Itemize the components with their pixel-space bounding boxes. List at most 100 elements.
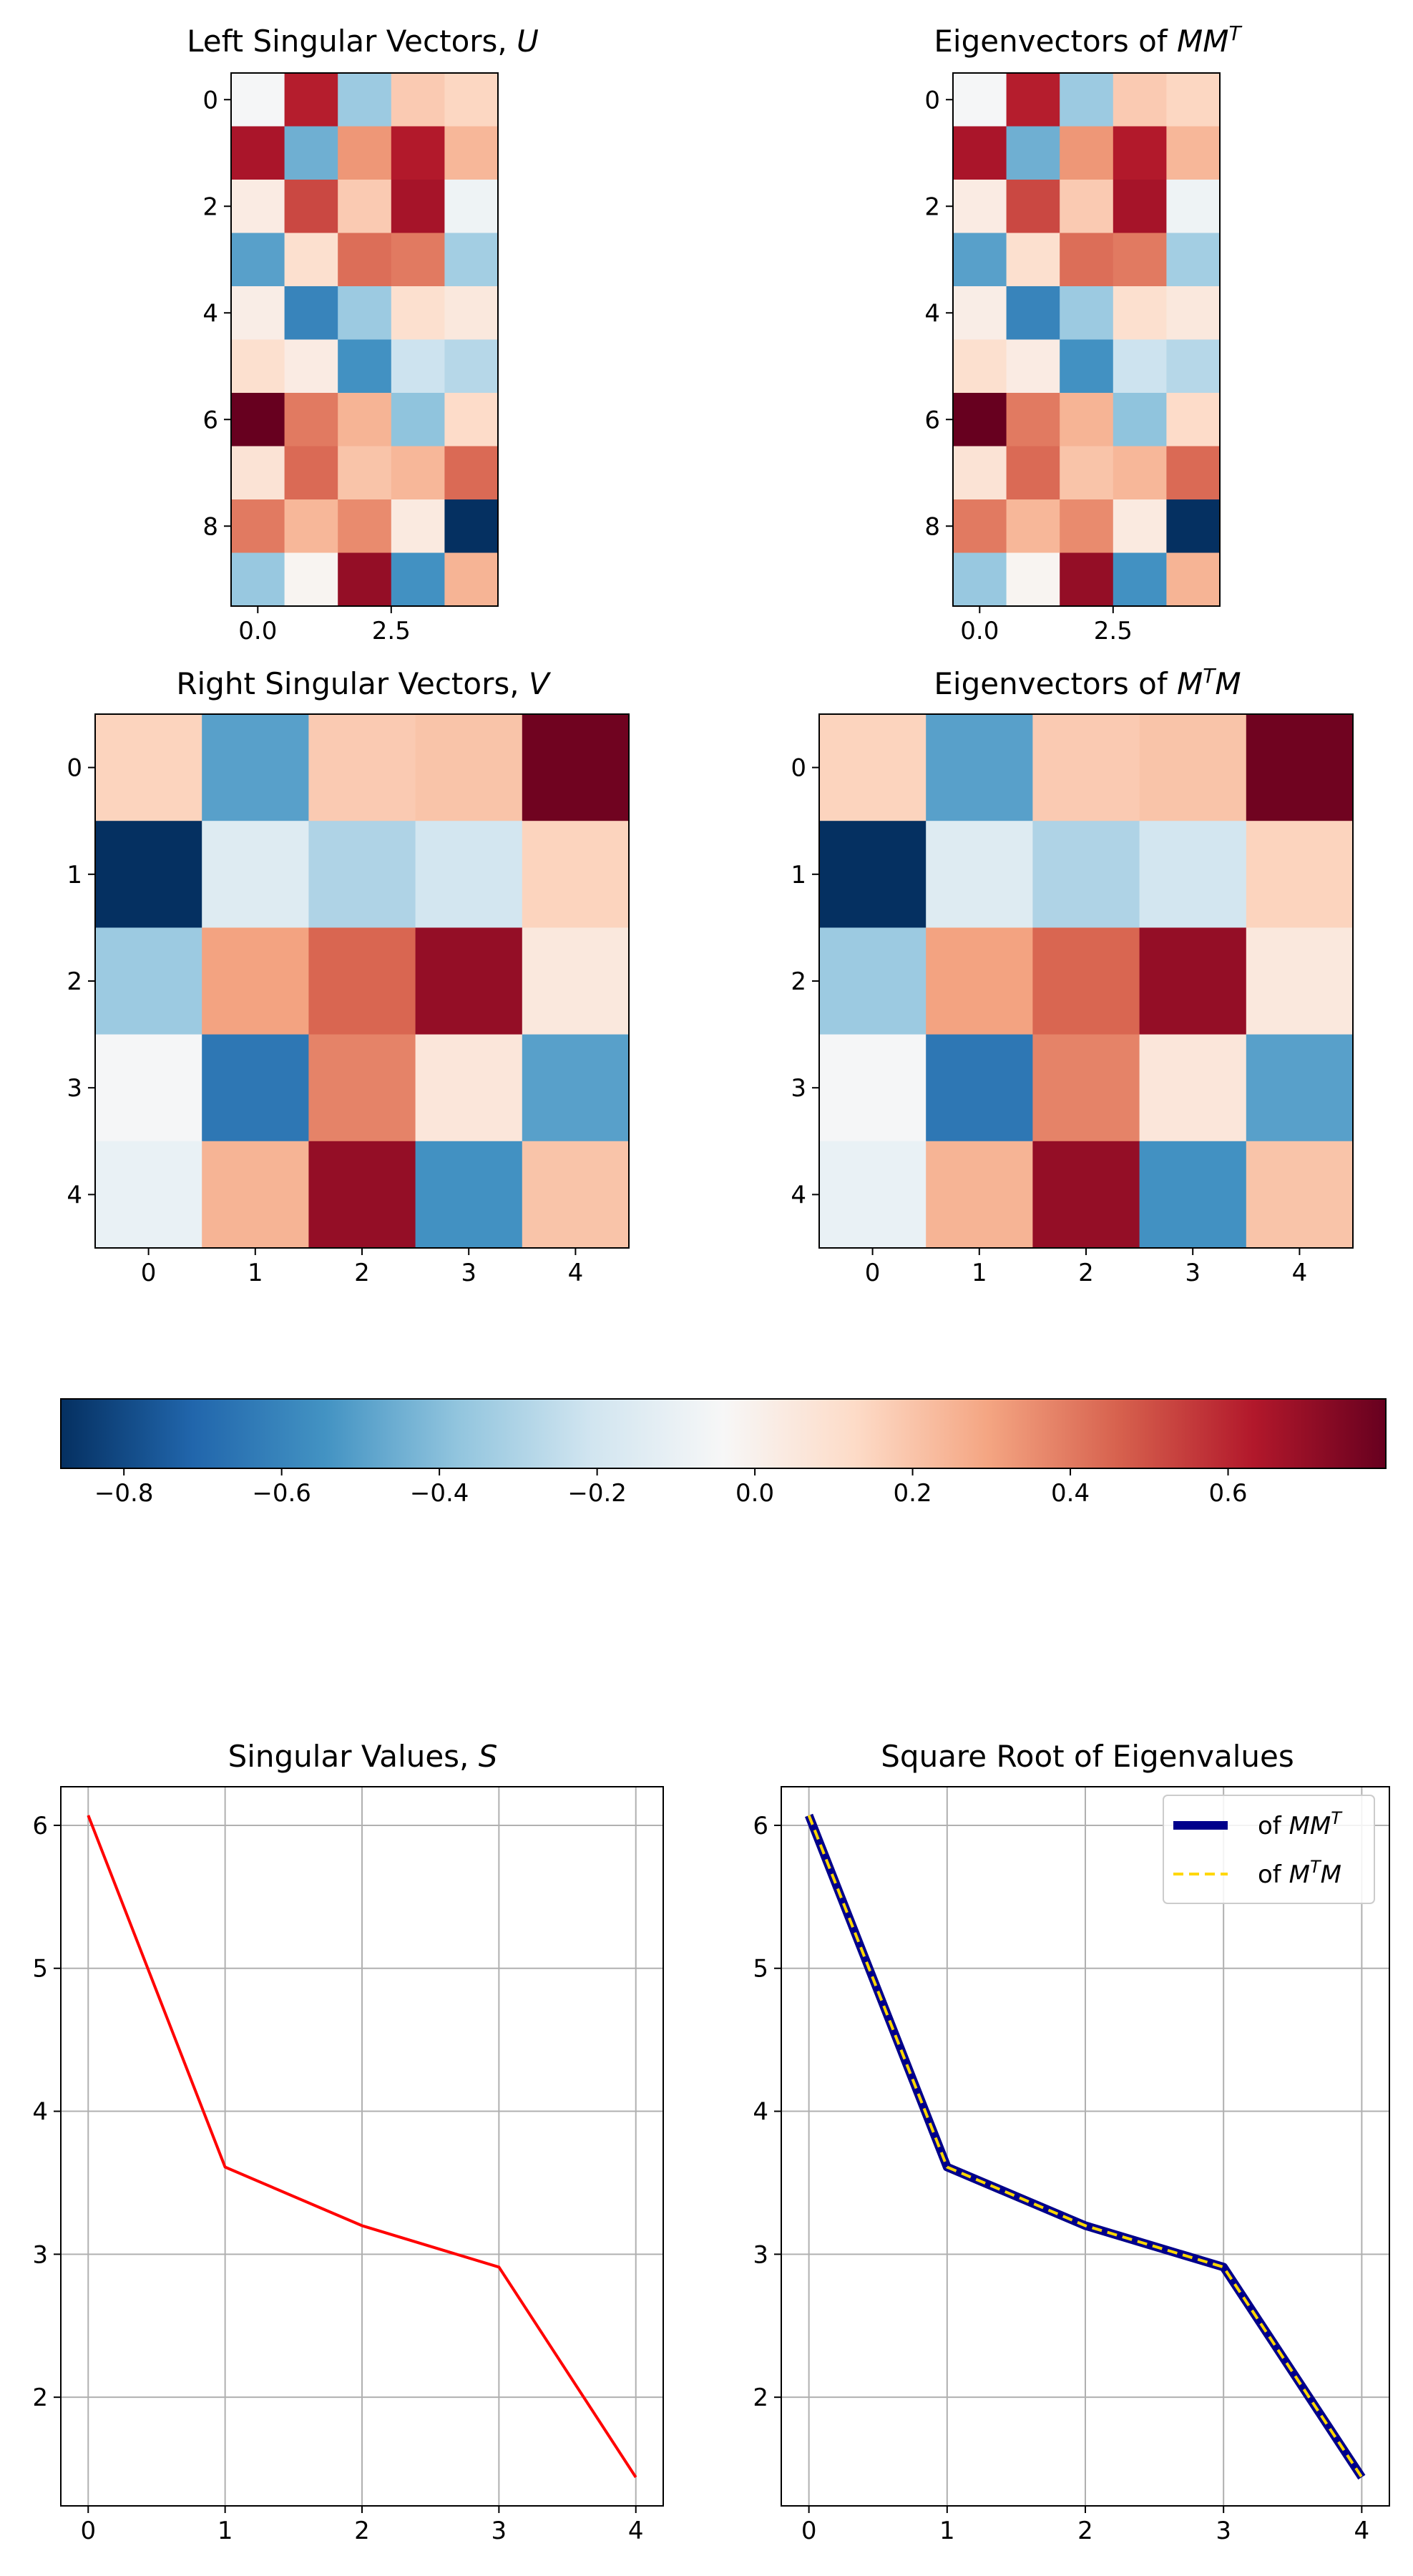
x-tick-label: 3 [1216,2517,1231,2545]
y-tick-label: 8 [202,512,218,541]
heatmap-cell [1032,1141,1140,1249]
heatmap-cell [284,73,338,127]
right-singular-vectors-heatmap: Right Singular Vectors, V 0 1 2 3 4 0 1 2 3 4 [67,666,630,1287]
heatmap-cell [953,393,1007,447]
heatmap-cell [522,1141,630,1249]
heatmap-cell [338,180,392,234]
colorbar-tick-label: 0.6 [1208,1479,1247,1508]
legend-label-mmt: of MMT [1258,1808,1343,1840]
heatmap-cell [1246,1141,1354,1249]
heatmap-cell [1060,446,1114,500]
heatmap-cell [926,714,1033,821]
heatmap-cell [338,499,392,554]
heatmap-cell [1166,339,1221,394]
heatmap-cell [284,339,338,394]
heatmap-cell [1060,552,1114,607]
heatmap-cell [1166,126,1221,180]
heatmap-cell [926,927,1033,1035]
x-tick-label: 2 [1078,1259,1094,1287]
heatmap-cell [953,233,1007,287]
heatmap-cell [522,1034,630,1142]
heatmap-cell [338,126,392,180]
heatmap-cell [1006,126,1060,180]
heatmap-cell [284,446,338,500]
heatmap-cell [415,1141,523,1249]
heatmap-cell [391,73,445,127]
eigenvectors-mtm-heatmap: Eigenvectors of MTM 0 1 2 3 4 0 1 2 3 4 [791,664,1354,1287]
heatmap-cell [1166,499,1221,554]
heatmap-cell [1166,180,1221,234]
colorbar-tick-label: −0.8 [94,1479,154,1508]
x-tick-label: 2 [354,2517,370,2545]
y-tick-label: 4 [32,2098,48,2127]
heatmap-cell [1060,499,1114,554]
heatmap-cell [1113,552,1167,607]
heatmap-cell [338,446,392,500]
colorbar-tick-label: 0.0 [735,1479,774,1508]
heatmap-cell [95,1034,202,1142]
heatmap-cell [1166,393,1221,447]
x-tick-label: 4 [1292,1259,1308,1287]
y-tick-label: 4 [67,1181,82,1209]
heatmap-cell [391,286,445,341]
heatmap-cell [284,552,338,607]
heatmap-cell [1166,446,1221,500]
series-line-1 [807,1815,1364,2479]
heatmap-cell [1060,73,1114,127]
heatmap-cell [338,393,392,447]
heatmap-cell [444,180,499,234]
heatmap-cell [1032,714,1140,821]
heatmap-cell [1060,180,1114,234]
legend: of MMT of MTM [1163,1795,1375,1904]
heatmap-cell [1166,233,1221,287]
heatmap-cell [1006,552,1060,607]
heatmap-cell [1246,714,1354,821]
heatmap-cell [202,1034,309,1142]
heatmap-cell [953,180,1007,234]
y-tick-label: 2 [924,192,940,221]
heatmap-cell [95,927,202,1035]
y-tick-label: 1 [67,861,82,889]
heatmap-cell [231,339,285,394]
y-tick-label: 4 [791,1181,806,1209]
colorbar-tick-label: 0.2 [894,1479,932,1508]
heatmap-cell [231,552,285,607]
heatmap-cell [819,1034,926,1142]
heatmap-cell [1032,927,1140,1035]
y-tick-label: 8 [924,512,940,541]
x-tick-label: 1 [248,1259,263,1287]
heatmap-cell [308,1034,416,1142]
heatmap-cell [391,499,445,554]
colorbar-tick-label: −0.6 [252,1479,311,1508]
heatmap-cell [444,233,499,287]
heatmap-cell [1006,393,1060,447]
sqrt-eigenvalues-chart: Square Root of Eigenvalues 0 1 2 3 4 2 3 4 5 6 of… [753,1739,1390,2545]
heatmap-cell [1006,73,1060,127]
heatmap-cell [202,821,309,928]
heatmap-cell [1113,446,1167,500]
heatmap-cell [1113,393,1167,447]
legend-label-mtm: of MTM [1258,1857,1341,1889]
heatmap-cell [953,446,1007,500]
heatmap-cell [391,446,445,500]
y-tick-label: 5 [32,1955,48,1984]
heatmap-cell [391,126,445,180]
x-tick-label: 4 [628,2517,644,2545]
heatmap-cell [231,286,285,341]
heatmap-cell [522,821,630,928]
heatmap-cell [1113,126,1167,180]
heatmap-cell [284,180,338,234]
x-tick-label: 1 [972,1259,987,1287]
heatmap-cell [953,286,1007,341]
heatmap-cell [391,233,445,287]
heatmap-cell [391,393,445,447]
heatmap-cell [338,286,392,341]
heatmap-cell [284,393,338,447]
colorbar-gradient [61,1399,1386,1468]
heatmap-cell [1166,73,1221,127]
heatmap-cell [1246,821,1354,928]
heatmap-cell [391,339,445,394]
colorbar-tick-label: −0.4 [410,1479,469,1508]
heatmap-cell [1139,821,1247,928]
